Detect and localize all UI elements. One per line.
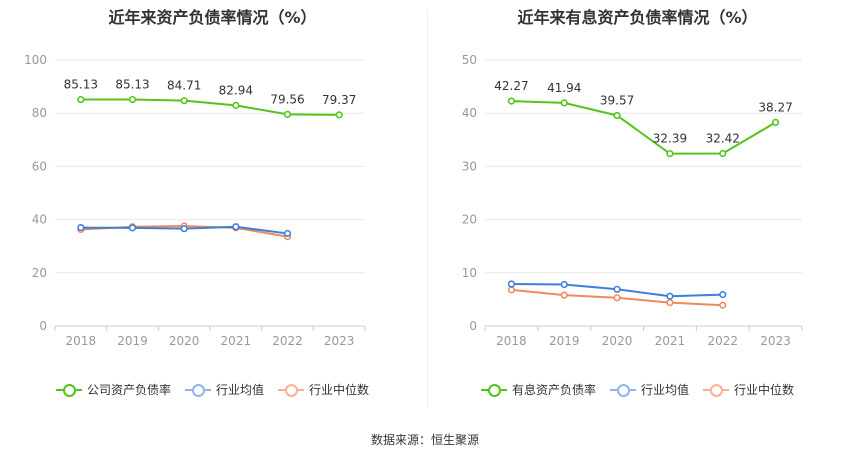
data-label: 84.71 bbox=[167, 79, 201, 93]
x-tick-label: 2020 bbox=[169, 334, 200, 348]
legend-item[interactable]: 公司资产负债率 bbox=[55, 381, 171, 398]
y-tick-label: 80 bbox=[32, 106, 47, 120]
legend-label: 行业均值 bbox=[640, 383, 689, 397]
data-source-note: 数据来源：恒生聚源 bbox=[370, 433, 479, 447]
data-point bbox=[180, 97, 188, 105]
data-point bbox=[507, 97, 516, 105]
y-tick-label: 60 bbox=[32, 159, 47, 173]
data-point bbox=[771, 118, 780, 127]
x-tick-label: 2022 bbox=[707, 334, 738, 348]
legend-marker bbox=[480, 383, 507, 397]
data-label: 85.13 bbox=[115, 78, 149, 92]
data-point bbox=[666, 150, 674, 158]
x-tick-label: 2018 bbox=[66, 334, 97, 348]
data-label: 39.57 bbox=[600, 93, 634, 107]
legend-item[interactable]: 行业中位数 bbox=[278, 381, 369, 398]
data-point bbox=[719, 149, 727, 158]
series-line bbox=[80, 98, 340, 116]
x-tick-label: 2021 bbox=[655, 334, 686, 348]
chart-panel-asset-liability: 近年来资产负债率情况（%） 0 20 40 60 80 100 2018 2019 2020 20… bbox=[0, 0, 425, 420]
chart-title: 近年来有息资产负债率情况（%） bbox=[517, 8, 758, 27]
legend-marker bbox=[55, 383, 82, 397]
data-point bbox=[180, 225, 188, 233]
data-point bbox=[560, 291, 568, 299]
line-chart: 0 10 20 30 40 50 2018 2019 2020 2021 2022 2023 42.27… bbox=[462, 53, 803, 348]
legend-item[interactable]: 行业均值 bbox=[184, 381, 264, 398]
x-tick-label: 2018 bbox=[496, 334, 527, 348]
data-point bbox=[232, 223, 240, 231]
data-label: 79.56 bbox=[270, 92, 304, 106]
legend-label: 行业中位数 bbox=[734, 383, 795, 397]
data-label: 82.94 bbox=[219, 83, 253, 97]
legend-label: 行业中位数 bbox=[309, 383, 370, 397]
data-label: 85.13 bbox=[64, 78, 98, 92]
legend-marker bbox=[278, 383, 304, 397]
y-tick-label: 50 bbox=[462, 53, 477, 67]
x-tick-label: 2019 bbox=[117, 334, 148, 348]
legend-label: 有息资产负债率 bbox=[511, 383, 596, 397]
y-tick-label: 40 bbox=[462, 106, 477, 120]
y-tick-label: 30 bbox=[462, 159, 477, 173]
data-point bbox=[77, 95, 85, 104]
data-point bbox=[719, 301, 727, 309]
y-tick-label: 0 bbox=[469, 319, 477, 333]
data-point bbox=[232, 101, 240, 109]
divider bbox=[427, 10, 428, 408]
legend-item[interactable]: 行业均值 bbox=[609, 381, 689, 398]
data-point bbox=[128, 224, 137, 232]
y-tick-label: 40 bbox=[32, 213, 47, 227]
legend-marker bbox=[609, 383, 636, 397]
data-point bbox=[128, 95, 137, 104]
data-label: 32.39 bbox=[653, 132, 687, 146]
data-point bbox=[666, 298, 674, 307]
data-point bbox=[560, 280, 568, 289]
data-label: 41.94 bbox=[547, 81, 581, 95]
legend-label: 公司资产负债率 bbox=[86, 383, 171, 397]
x-tick-label: 2023 bbox=[324, 334, 355, 348]
x-tick-label: 2023 bbox=[760, 334, 791, 348]
legend: 公司资产负债率 行业均值 行业中位数 bbox=[0, 381, 425, 398]
data-point bbox=[613, 294, 621, 302]
chart-title: 近年来资产负债率情况（%） bbox=[108, 8, 317, 27]
data-point bbox=[507, 280, 516, 288]
y-tick-label: 20 bbox=[462, 213, 477, 227]
data-point bbox=[666, 292, 674, 300]
data-point bbox=[283, 110, 292, 118]
legend-item[interactable]: 行业中位数 bbox=[703, 381, 794, 398]
data-point bbox=[613, 285, 621, 293]
chart-panel-interest-liability: 近年来有息资产负债率情况（%） 0 10 20 30 40 50 2018 2019 2020 2… bbox=[425, 0, 850, 420]
line-chart: 0 20 40 60 80 100 2018 2019 2020 2021 2022 2023 85.1… bbox=[24, 53, 366, 348]
data-point bbox=[283, 229, 292, 238]
x-tick-label: 2019 bbox=[549, 334, 580, 348]
legend: 有息资产负债率 行业均值 行业中位数 bbox=[425, 381, 850, 398]
legend-item[interactable]: 有息资产负债率 bbox=[480, 381, 596, 398]
y-tick-label: 10 bbox=[462, 266, 477, 280]
legend-marker bbox=[703, 383, 729, 397]
data-point bbox=[335, 111, 343, 119]
data-label: 32.42 bbox=[706, 132, 740, 146]
legend-label: 行业均值 bbox=[215, 383, 264, 397]
x-tick-label: 2021 bbox=[221, 334, 252, 348]
y-tick-label: 20 bbox=[32, 266, 47, 280]
data-label: 42.27 bbox=[494, 79, 528, 93]
data-label: 79.37 bbox=[322, 93, 356, 107]
legend-marker bbox=[184, 383, 211, 397]
data-point bbox=[77, 223, 85, 232]
y-tick-label: 0 bbox=[39, 319, 47, 333]
data-point bbox=[719, 291, 727, 299]
series-line bbox=[511, 100, 777, 155]
data-point bbox=[560, 99, 568, 107]
data-label: 38.27 bbox=[758, 100, 792, 114]
x-tick-label: 2020 bbox=[602, 334, 633, 348]
data-point bbox=[507, 286, 516, 294]
data-point bbox=[613, 111, 621, 120]
y-tick-label: 100 bbox=[24, 53, 47, 67]
x-tick-label: 2022 bbox=[272, 334, 303, 348]
